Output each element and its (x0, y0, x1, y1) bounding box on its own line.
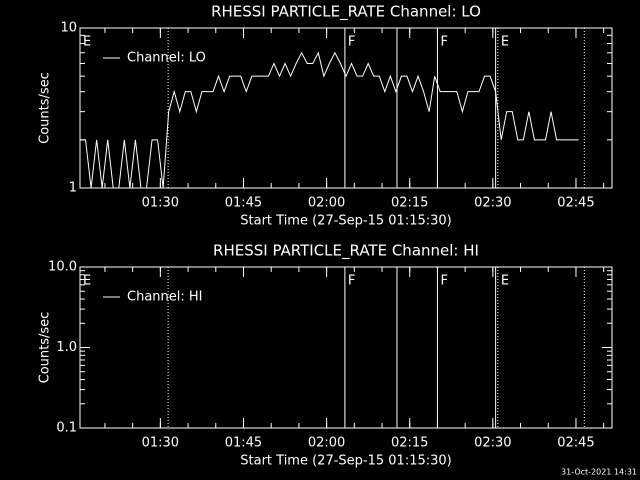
legend-label: Channel: HI (127, 290, 203, 305)
x-tick-label: 01:45 (225, 436, 262, 451)
y-tick-label: 10 (60, 21, 77, 36)
event-label: F (348, 35, 355, 50)
x-tick-label: 02:15 (391, 436, 428, 451)
event-label: F (348, 274, 355, 289)
event-label: F (440, 35, 447, 50)
event-label: E (83, 274, 91, 289)
chart-title: RHESSI PARTICLE_RATE Channel: HI (213, 242, 479, 261)
x-axis-title: Start Time (27-Sep-15 01:15:30) (240, 214, 451, 229)
timestamp: 31-Oct-2021 14:31 (561, 468, 637, 477)
event-label: F (440, 274, 447, 289)
legend-label: Channel: LO (127, 51, 206, 66)
x-tick-label: 02:00 (308, 196, 345, 211)
y-tick-label: 10.0 (48, 260, 77, 275)
chart-title: RHESSI PARTICLE_RATE Channel: LO (211, 3, 481, 22)
x-tick-label: 01:30 (142, 436, 179, 451)
x-tick-label: 02:45 (557, 196, 594, 211)
y-tick-label: 1.0 (56, 340, 77, 355)
event-label: E (501, 35, 509, 50)
y-tick-label: 0.1 (56, 421, 77, 436)
x-tick-label: 01:30 (142, 196, 179, 211)
plot-frame (79, 27, 613, 189)
y-tick-label: 1 (69, 181, 77, 196)
x-tick-label: 02:00 (308, 436, 345, 451)
event-label: E (501, 274, 509, 289)
data-line (80, 51, 579, 189)
y-axis-title: Counts/sec (38, 312, 53, 384)
x-tick-label: 01:45 (225, 196, 262, 211)
x-tick-label: 02:45 (557, 436, 594, 451)
x-tick-label: 02:15 (391, 196, 428, 211)
x-tick-label: 02:30 (474, 436, 511, 451)
x-tick-label: 02:30 (474, 196, 511, 211)
y-axis-title: Counts/sec (38, 72, 53, 144)
event-label: E (83, 35, 91, 50)
x-axis-title: Start Time (27-Sep-15 01:15:30) (240, 454, 451, 469)
